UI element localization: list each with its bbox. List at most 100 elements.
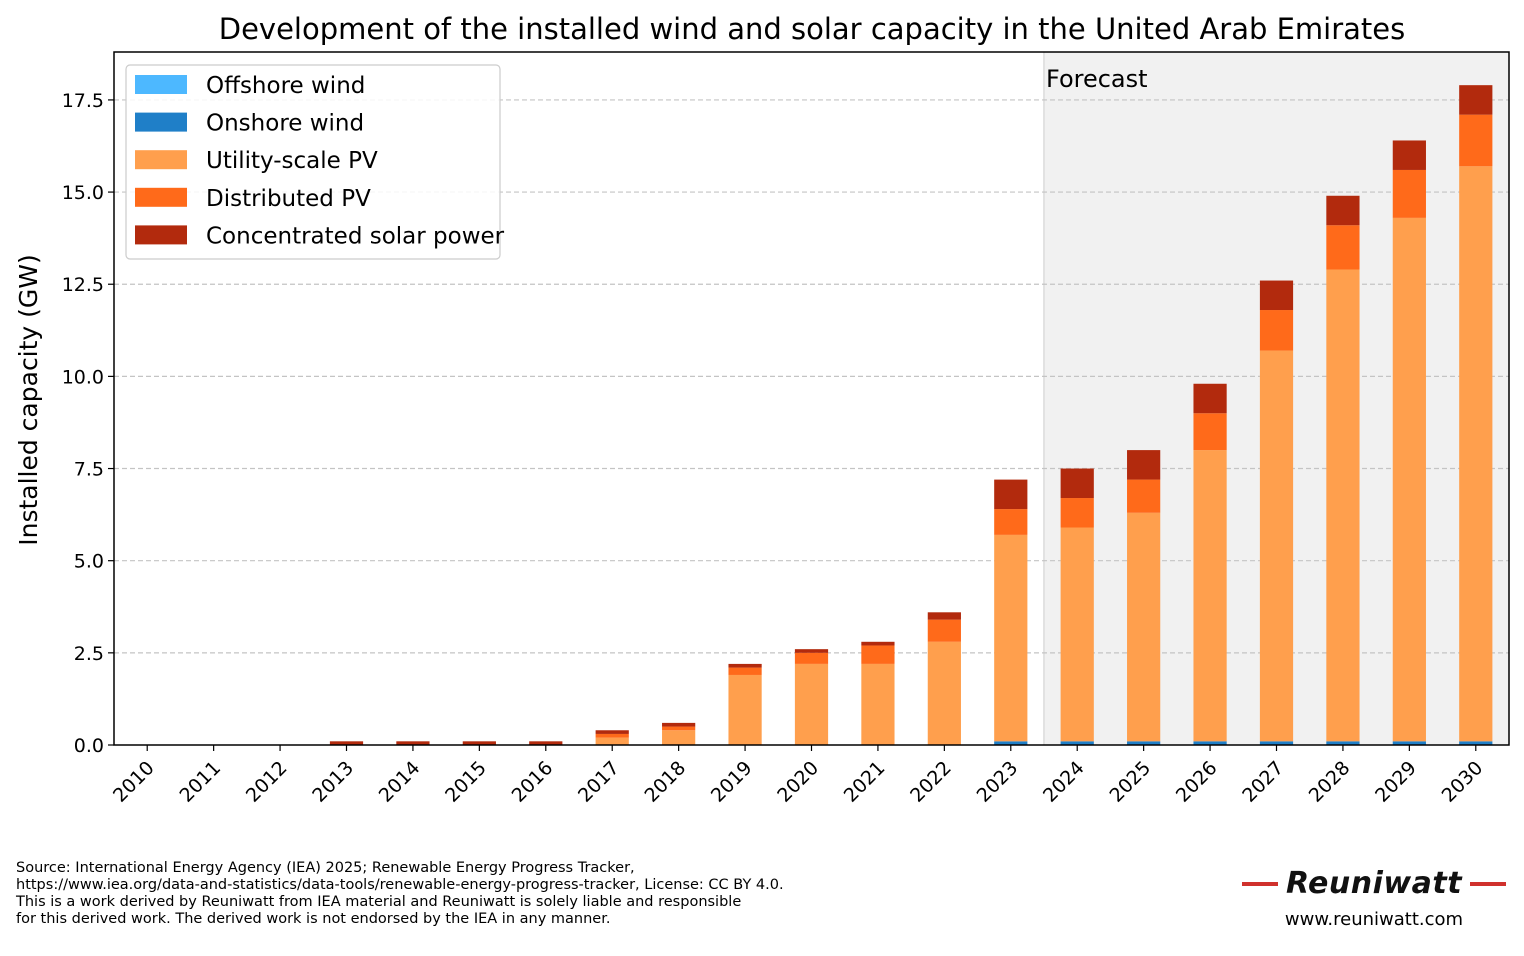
x-tick-label: 2021 (840, 757, 890, 807)
legend-swatch (135, 225, 187, 245)
chart: Development of the installed wind and so… (14, 12, 1510, 807)
y-tick-label: 17.5 (62, 90, 104, 112)
y-axis-label: Installed capacity (GW) (14, 254, 43, 546)
legend-label: Onshore wind (206, 111, 364, 137)
x-tick-label: 2030 (1438, 757, 1488, 807)
x-tick-label: 2014 (375, 757, 425, 807)
legend-swatch (135, 112, 187, 132)
bar-segment (529, 741, 563, 745)
x-tick-label: 2018 (640, 757, 690, 807)
bar-segment (728, 663, 762, 668)
legend-swatch (135, 187, 187, 207)
bar-segment (1259, 280, 1294, 311)
bar-segment (1193, 741, 1227, 745)
brand-line-left (1241, 881, 1278, 886)
y-tick-label: 12.5 (62, 274, 104, 296)
y-tick-label: 0.0 (74, 735, 104, 757)
legend-box (125, 64, 501, 260)
bar-segment (994, 479, 1028, 510)
y-tick-label: 7.5 (74, 459, 104, 481)
bar-segment (1392, 140, 1426, 170)
bar-segment (1060, 498, 1094, 528)
bar-segment (1392, 169, 1426, 218)
bar-segment (1326, 195, 1360, 226)
bar-segment (1259, 310, 1294, 351)
bar-segment (595, 730, 629, 734)
bar-segment (1060, 527, 1094, 742)
bar-segment (1127, 479, 1161, 513)
bar-segment (1060, 741, 1094, 745)
bar-segment (662, 722, 696, 727)
bar-segment (595, 733, 629, 738)
bar-segment (1392, 741, 1426, 745)
bar-segment (1127, 512, 1161, 742)
x-tick-label: 2028 (1305, 757, 1355, 807)
x-tick-label: 2019 (707, 757, 757, 807)
x-tick-label: 2020 (773, 757, 823, 807)
bar-segment (1193, 450, 1227, 742)
bar-segment (1127, 450, 1161, 480)
source-line: https://www.iea.org/data-and-statistics/… (16, 877, 784, 893)
source-line: This is a work derived by Reuniwatt from… (16, 894, 742, 910)
bar-segment (1392, 217, 1426, 742)
legend-label: Concentrated solar power (206, 223, 505, 249)
bar-segment (1326, 269, 1360, 742)
bar-segment (662, 726, 696, 731)
bar-segment (1193, 383, 1227, 414)
x-tick-label: 2016 (508, 757, 558, 807)
bar-segment (1459, 114, 1493, 167)
source-line: Source: International Energy Agency (IEA… (16, 860, 635, 876)
bar-segment (662, 730, 696, 745)
legend-label: Offshore wind (206, 73, 365, 99)
source-line: for this derived work. The derived work … (16, 911, 611, 927)
bar-segment (728, 674, 762, 745)
plot-area: Forecast 0.0 2.5 5.0 7.5 10.0 12.5 15.0 17.5 2010… (62, 51, 1510, 807)
x-tick-label: 2027 (1238, 757, 1288, 807)
y-tick-label: 15.0 (62, 182, 104, 204)
x-tick-label: 2013 (308, 757, 358, 807)
bar-segment (1326, 225, 1360, 270)
x-tick-label: 2024 (1039, 757, 1089, 807)
bar-segment (1459, 741, 1493, 745)
bar-segment (794, 652, 829, 664)
x-tick-label: 2012 (242, 757, 292, 807)
x-tick-label: 2025 (1105, 757, 1155, 807)
x-tick-label: 2029 (1371, 757, 1421, 807)
bar-segment (1259, 741, 1294, 745)
x-tick-label: 2011 (175, 757, 225, 807)
x-tick-label: 2015 (441, 757, 491, 807)
bar-segment (927, 612, 961, 620)
source-note: Source: International Energy Agency (IEA… (16, 860, 784, 928)
bar-segment (994, 534, 1028, 742)
bar-segment (861, 641, 895, 646)
legend-swatch (135, 150, 187, 170)
bar-segment (994, 741, 1028, 745)
bar-segment (1459, 85, 1493, 115)
bar-segment (396, 741, 430, 745)
bar-segment (1193, 413, 1227, 451)
forecast-label: Forecast (1046, 65, 1148, 93)
x-tick-label: 2026 (1172, 757, 1222, 807)
x-tick-label: 2023 (973, 757, 1023, 807)
y-tick-label: 10.0 (62, 366, 104, 388)
bar-segment (794, 649, 829, 653)
brand-url[interactable]: www.reuniwatt.com (1284, 909, 1464, 930)
bar-segment (595, 737, 629, 745)
bar-segment (1259, 350, 1294, 742)
bar-segment (1127, 741, 1161, 745)
x-tick-label: 2017 (574, 757, 624, 807)
brand-logo: Reuniwatt www.reuniwatt.com (1238, 866, 1510, 930)
bar-segment (927, 641, 961, 745)
bar-segment (462, 741, 496, 745)
bar-segment (794, 663, 829, 745)
bar-segment (728, 667, 762, 675)
chart-title: Development of the installed wind and so… (219, 12, 1406, 46)
bar-segment (994, 509, 1028, 535)
y-tick-label: 2.5 (74, 643, 104, 665)
x-tick-label: 2010 (109, 757, 159, 807)
legend-label: Utility-scale PV (206, 148, 378, 174)
bar-segment (1459, 166, 1493, 742)
bar-segment (927, 619, 961, 642)
bar-segment (861, 663, 895, 745)
y-tick-label: 5.0 (74, 551, 104, 573)
